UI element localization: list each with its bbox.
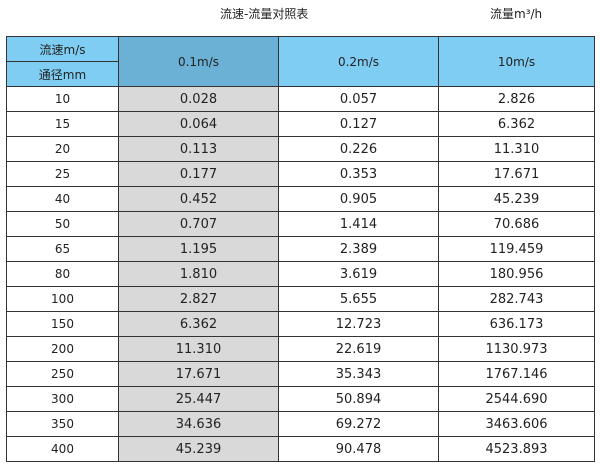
diameter-cell: 250: [6, 361, 119, 387]
flow-cell: 6.362: [118, 311, 279, 337]
flow-cell: 0.113: [118, 136, 279, 162]
flow-cell: 5.655: [278, 286, 439, 312]
flow-cell: 3.619: [278, 261, 439, 287]
flow-cell: 180.956: [438, 261, 595, 287]
flow-cell: 0.057: [278, 86, 439, 112]
flow-cell: 17.671: [118, 361, 279, 387]
flow-cell: 1130.973: [438, 336, 595, 362]
flow-cell: 35.343: [278, 361, 439, 387]
flow-cell: 636.173: [438, 311, 595, 337]
flow-cell: 0.028: [118, 86, 279, 112]
flow-cell: 0.353: [278, 161, 439, 187]
table-title: 流速-流量对照表: [220, 7, 309, 21]
table-row: 15 0.064 0.127 6.362: [6, 111, 595, 137]
flow-cell: 2.826: [438, 86, 595, 112]
flow-cell: 11.310: [118, 336, 279, 362]
diameter-cell: 150: [6, 311, 119, 337]
flow-cell: 1.414: [278, 211, 439, 237]
table-row: 100 2.827 5.655 282.743: [6, 286, 595, 312]
table-row: 20 0.113 0.226 11.310: [6, 136, 595, 162]
flow-cell: 6.362: [438, 111, 595, 137]
flow-cell: 0.905: [278, 186, 439, 212]
unit-label: 流量m³/h: [490, 7, 543, 21]
diameter-cell: 40: [6, 186, 119, 212]
flow-cell: 1767.146: [438, 361, 595, 387]
table-row: 80 1.810 3.619 180.956: [6, 261, 595, 287]
flow-cell: 0.064: [118, 111, 279, 137]
flow-cell: 3463.606: [438, 411, 595, 437]
column-header: 0.1m/s: [118, 36, 279, 87]
diameter-cell: 50: [6, 211, 119, 237]
diameter-cell: 80: [6, 261, 119, 287]
table-row: 40 0.452 0.905 45.239: [6, 186, 595, 212]
flow-cell: 0.226: [278, 136, 439, 162]
flow-cell: 11.310: [438, 136, 595, 162]
diameter-cell: 15: [6, 111, 119, 137]
flow-cell: 17.671: [438, 161, 595, 187]
flow-cell: 1.195: [118, 236, 279, 262]
flow-cell: 0.452: [118, 186, 279, 212]
flow-cell: 4523.893: [438, 436, 595, 462]
diameter-cell: 200: [6, 336, 119, 362]
table-row: 150 6.362 12.723 636.173: [6, 311, 595, 337]
flow-cell: 69.272: [278, 411, 439, 437]
diameter-cell: 400: [6, 436, 119, 462]
flow-cell: 34.636: [118, 411, 279, 437]
flow-cell: 0.177: [118, 161, 279, 187]
table-row: 250 17.671 35.343 1767.146: [6, 361, 595, 387]
diameter-cell: 25: [6, 161, 119, 187]
table-row: 25 0.177 0.353 17.671: [6, 161, 595, 187]
flow-cell: 0.127: [278, 111, 439, 137]
column-header: 0.2m/s: [278, 36, 439, 87]
flow-cell: 1.810: [118, 261, 279, 287]
flow-cell: 45.239: [438, 186, 595, 212]
flow-cell: 25.447: [118, 386, 279, 412]
flow-cell: 0.707: [118, 211, 279, 237]
flow-cell: 119.459: [438, 236, 595, 262]
header-row: 通径mm: [6, 61, 595, 87]
header-row: 流速m/s 0.1m/s 0.2m/s 10m/s: [6, 36, 595, 87]
flow-cell: 282.743: [438, 286, 595, 312]
table-row: 50 0.707 1.414 70.686: [6, 211, 595, 237]
flow-cell: 2.827: [118, 286, 279, 312]
table-row: 65 1.195 2.389 119.459: [6, 236, 595, 262]
flow-cell: 22.619: [278, 336, 439, 362]
table-row: 200 11.310 22.619 1130.973: [6, 336, 595, 362]
diameter-cell: 100: [6, 286, 119, 312]
flow-cell: 2544.690: [438, 386, 595, 412]
flow-cell: 12.723: [278, 311, 439, 337]
table-row: 350 34.636 69.272 3463.606: [6, 411, 595, 437]
flow-cell: 90.478: [278, 436, 439, 462]
flow-cell: 2.389: [278, 236, 439, 262]
diameter-cell: 350: [6, 411, 119, 437]
column-header: 10m/s: [438, 36, 595, 87]
table-row: 10 0.028 0.057 2.826: [6, 86, 595, 112]
diameter-cell: 65: [6, 236, 119, 262]
diameter-cell: 300: [6, 386, 119, 412]
diameter-header: 通径mm: [6, 61, 119, 87]
diameter-cell: 10: [6, 86, 119, 112]
diameter-cell: 20: [6, 136, 119, 162]
flow-cell: 50.894: [278, 386, 439, 412]
table-row: 400 45.239 90.478 4523.893: [6, 436, 595, 462]
flow-table: 流速m/s 0.1m/s 0.2m/s 10m/s 通径mm 10 0.028 0.…: [6, 36, 595, 462]
flow-cell: 45.239: [118, 436, 279, 462]
table-row: 300 25.447 50.894 2544.690: [6, 386, 595, 412]
flow-cell: 70.686: [438, 211, 595, 237]
velocity-header: 流速m/s: [6, 36, 119, 62]
